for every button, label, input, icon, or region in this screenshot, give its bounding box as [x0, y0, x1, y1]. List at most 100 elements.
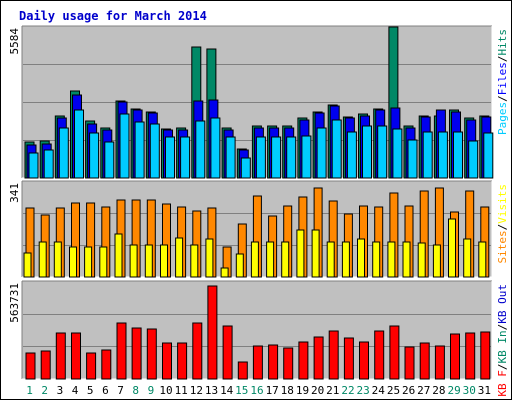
bar-kb-f-day-29	[450, 333, 460, 380]
bar-pages-day-23	[362, 125, 372, 179]
bar-sites-day-14	[220, 267, 229, 278]
bar-sites-day-29	[448, 218, 456, 278]
bar-pages-day-2	[43, 149, 54, 179]
x-tick-label-day-8: 8	[132, 384, 139, 397]
bar-kb-f-day-24	[374, 330, 385, 380]
bar-kb-f-day-28	[434, 345, 445, 380]
axis-label-part: /	[496, 95, 509, 102]
panel-hits-axis-label: Pages/Files/Hits	[496, 29, 509, 135]
bar-kb-f-day-20	[313, 336, 324, 380]
x-tick-label-day-5: 5	[87, 384, 94, 397]
bar-pages-day-27	[422, 131, 433, 179]
bar-pages-day-12	[195, 120, 206, 179]
bar-kb-f-day-5	[86, 352, 97, 380]
bar-pages-day-13	[210, 117, 221, 179]
x-tick-label-day-12: 12	[190, 384, 203, 397]
x-tick-label-day-9: 9	[148, 384, 155, 397]
bar-sites-day-7	[114, 233, 123, 278]
axis-label-part: /	[496, 224, 509, 231]
bar-pages-day-15	[240, 157, 251, 179]
axis-label-part: Hits	[496, 29, 509, 56]
bar-kb-f-day-14	[222, 325, 233, 380]
bar-pages-day-20	[316, 127, 327, 179]
bar-kb-f-day-25	[389, 325, 400, 380]
bar-pages-day-1	[28, 152, 39, 179]
x-tick-label-day-25: 25	[387, 384, 400, 397]
bar-sites-day-8	[129, 244, 138, 278]
axis-label-part: Files	[496, 62, 509, 95]
panel-visits-axis-label: Sites/Visits	[496, 184, 509, 264]
bar-sites-day-22	[341, 241, 350, 278]
bar-pages-day-3	[58, 127, 69, 179]
x-tick-label-day-3: 3	[57, 384, 64, 397]
bar-pages-day-21	[331, 119, 342, 179]
x-tick-label-day-21: 21	[326, 384, 339, 397]
bar-kb-f-day-13	[207, 285, 218, 380]
x-tick-label-day-10: 10	[159, 384, 172, 397]
bar-kb-f-day-22	[343, 337, 354, 380]
bar-pages-day-10	[165, 136, 175, 179]
x-tick-label-day-13: 13	[205, 384, 218, 397]
bar-pages-day-14	[225, 136, 236, 179]
bar-sites-day-13	[205, 238, 214, 278]
bar-kb-f-day-6	[101, 349, 112, 380]
bar-sites-day-21	[326, 241, 335, 278]
x-tick-label-day-17: 17	[266, 384, 279, 397]
bar-kb-f-day-23	[359, 341, 369, 380]
bar-sites-day-18	[281, 241, 290, 278]
x-tick-label-day-16: 16	[250, 384, 263, 397]
bar-pages-day-5	[89, 132, 100, 179]
bar-sites-day-23	[357, 238, 365, 278]
x-tick-label-day-15: 15	[235, 384, 248, 397]
bar-sites-day-10	[160, 244, 168, 278]
bar-sites-day-11	[175, 237, 184, 278]
bar-kb-f-day-11	[177, 342, 188, 380]
axis-label-part: Pages	[496, 102, 509, 135]
x-tick-label-day-11: 11	[175, 384, 188, 397]
bar-sites-day-3	[53, 241, 62, 278]
x-tick-label-day-31: 31	[478, 384, 491, 397]
bar-sites-day-9	[144, 244, 153, 278]
x-tick-label-day-30: 30	[463, 384, 476, 397]
bar-pages-day-26	[407, 139, 418, 179]
x-tick-label-day-6: 6	[102, 384, 109, 397]
bar-kb-f-day-16	[252, 345, 263, 380]
bar-pages-day-28	[437, 131, 448, 179]
panel-kbytes-axis-label: KB F/KB In/KB Out	[496, 284, 509, 397]
bar-pages-day-6	[104, 141, 115, 179]
bar-kb-f-day-7	[116, 322, 127, 380]
x-tick-label-day-4: 4	[72, 384, 79, 397]
axis-label-part: KB F	[496, 370, 509, 397]
x-tick-label-day-23: 23	[356, 384, 369, 397]
bar-pages-day-4	[74, 109, 84, 179]
bar-pages-day-8	[134, 121, 145, 179]
axis-label-part: /	[496, 324, 509, 331]
chart-title: Daily usage for March 2014	[19, 9, 207, 23]
x-tick-label-day-22: 22	[341, 384, 354, 397]
axis-label-part: KB Out	[496, 284, 509, 324]
bar-pages-day-24	[377, 125, 388, 179]
bar-sites-day-27	[417, 242, 426, 278]
bar-kb-f-day-4	[71, 332, 81, 380]
x-tick-label-day-19: 19	[296, 384, 309, 397]
x-tick-label-day-20: 20	[311, 384, 324, 397]
bar-kb-f-day-1	[25, 352, 36, 380]
bar-pages-day-9	[149, 123, 160, 179]
bar-sites-day-31	[478, 241, 487, 278]
bar-pages-day-29	[453, 131, 463, 179]
panel-visits-max-label: 341	[8, 183, 21, 203]
axis-label-part: KB In	[496, 330, 509, 363]
bar-sites-day-19	[296, 229, 305, 278]
x-tick-label-day-7: 7	[117, 384, 124, 397]
bar-kb-f-day-8	[131, 327, 142, 380]
x-tick-label-day-14: 14	[220, 384, 234, 397]
x-tick-label-day-18: 18	[281, 384, 294, 397]
bar-sites-day-30	[463, 238, 472, 278]
bar-pages-day-31	[483, 132, 494, 179]
bar-sites-day-25	[387, 241, 396, 278]
panel-kbytes-max-label: 563731	[8, 283, 21, 323]
x-tick-label-day-1: 1	[26, 384, 33, 397]
bar-kb-f-day-31	[480, 331, 491, 380]
bar-sites-day-24	[372, 241, 381, 278]
